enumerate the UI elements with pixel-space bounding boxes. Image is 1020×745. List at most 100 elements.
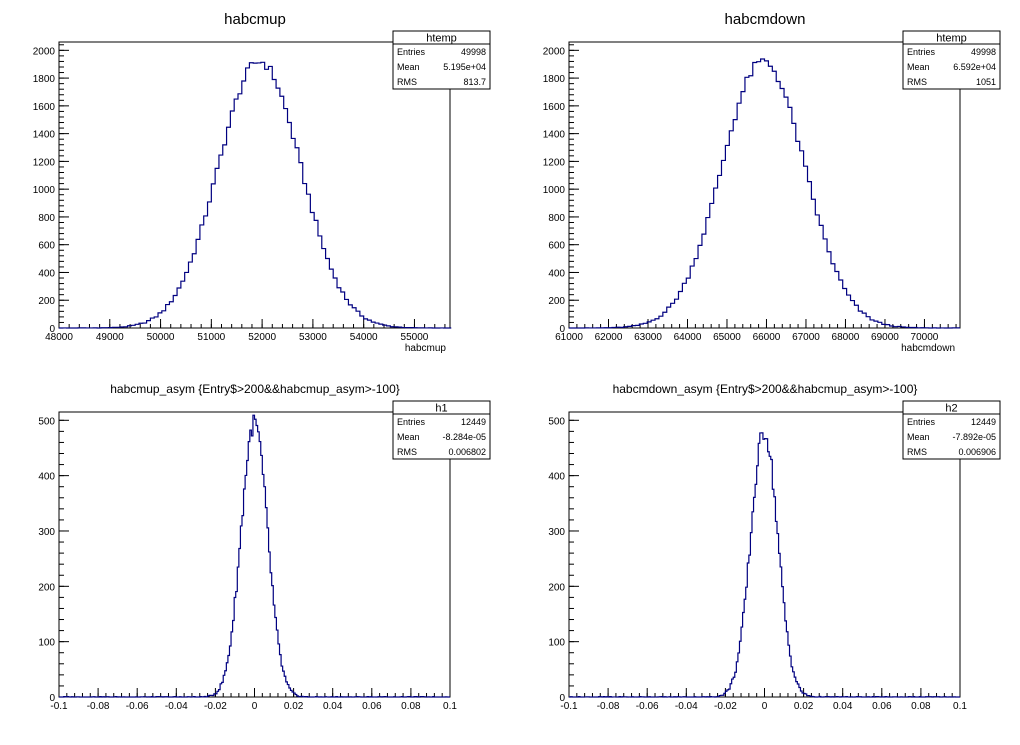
- stats-row-value: 12449: [971, 417, 996, 427]
- histogram-series: [569, 58, 960, 329]
- y-tick-label: 800: [38, 213, 55, 224]
- stats-row-label: Mean: [907, 62, 930, 72]
- y-tick-label: 100: [548, 638, 565, 649]
- x-axis-label: habcmdown: [901, 343, 955, 354]
- stats-row-label: RMS: [397, 77, 417, 87]
- x-tick-label: 0: [762, 701, 768, 712]
- stats-row-value: -7.892e-05: [952, 432, 996, 442]
- y-tick-label: 400: [38, 472, 55, 483]
- x-tick-label: -0.1: [50, 701, 68, 712]
- stats-row-value: 6.592e+04: [953, 62, 996, 72]
- stats-row-value: 0.006906: [958, 447, 996, 457]
- histogram-series: [59, 61, 452, 329]
- y-tick-label: 1400: [33, 130, 56, 141]
- chart-title: habcmup: [224, 11, 286, 28]
- plot-frame: [568, 41, 961, 329]
- x-tick-label: 62000: [595, 332, 623, 343]
- x-tick-label: 50000: [147, 332, 175, 343]
- y-tick-label: 500: [38, 416, 55, 427]
- stats-box-frame: [902, 30, 1001, 90]
- x-tick-label: 0.02: [794, 701, 814, 712]
- histogram-panel-4: habcmdown_asym {Entry$>200&&habcmup_asym…: [548, 382, 1001, 712]
- x-tick-label: 0.02: [284, 701, 304, 712]
- x-tick-label: 52000: [248, 332, 276, 343]
- stats-row-label: Entries: [397, 417, 426, 427]
- y-tick-label: 1800: [33, 74, 56, 85]
- y-tick-label: 2000: [33, 46, 56, 57]
- histogram-panel-2: habcmdown habcmdown 61000 62000 63000 64000 65…: [543, 11, 1001, 354]
- chart-title: habcmdown: [725, 11, 806, 28]
- x-tick-label: 0.08: [911, 701, 931, 712]
- x-tick-label: 0.08: [401, 701, 421, 712]
- y-tick-label: 1000: [543, 185, 566, 196]
- stats-row-value: 49998: [971, 47, 996, 57]
- stats-box-frame: [392, 30, 491, 90]
- stats-box-name: h1: [435, 403, 447, 415]
- stats-box-name: htemp: [426, 33, 457, 45]
- histogram-panel-1: habcmup habcmup 48000 49000 50000 51000 52000 5…: [33, 11, 491, 354]
- x-tick-label: 70000: [911, 332, 939, 343]
- x-tick-label: 68000: [832, 332, 860, 343]
- y-tick-label: 1600: [33, 102, 56, 113]
- histogram-series: [569, 432, 960, 698]
- stats-box-name: htemp: [936, 33, 967, 45]
- x-tick-label: 66000: [753, 332, 781, 343]
- stats-box-frame: [392, 400, 491, 460]
- stats-row-label: Entries: [907, 417, 936, 427]
- plot-frame: [58, 41, 451, 329]
- stats-box: h2 Entries 12449 Mean -7.892e-05 RMS 0.006906: [902, 400, 1001, 460]
- stats-row-label: RMS: [397, 447, 417, 457]
- stats-row-value: -8.284e-05: [442, 432, 486, 442]
- stats-row-label: Mean: [907, 432, 930, 442]
- histogram-series: [59, 414, 450, 698]
- x-tick-label: -0.04: [675, 701, 698, 712]
- stats-row-label: Entries: [397, 47, 426, 57]
- x-tick-label: 55000: [401, 332, 429, 343]
- y-tick-label: 1200: [33, 157, 56, 168]
- x-tick-label: 67000: [792, 332, 820, 343]
- x-tick-label: 51000: [197, 332, 225, 343]
- x-tick-label: 0.1: [443, 701, 457, 712]
- x-tick-label: 0: [252, 701, 258, 712]
- x-tick-label: -0.06: [126, 701, 149, 712]
- x-tick-label: 63000: [634, 332, 662, 343]
- x-tick-label: 0.04: [833, 701, 853, 712]
- stats-row-value: 49998: [461, 47, 486, 57]
- y-tick-label: 2000: [543, 46, 566, 57]
- y-tick-label: 1600: [543, 102, 566, 113]
- stats-box-name: h2: [945, 403, 957, 415]
- x-tick-label: 65000: [713, 332, 741, 343]
- y-tick-label: 0: [559, 324, 565, 335]
- x-tick-label: 0.04: [323, 701, 343, 712]
- y-tick-label: 200: [548, 582, 565, 593]
- y-tick-label: 200: [38, 582, 55, 593]
- x-axis-label: habcmup: [405, 343, 447, 354]
- y-tick-label: 400: [548, 268, 565, 279]
- stats-box-frame: [902, 400, 1001, 460]
- x-tick-label: 48000: [45, 332, 73, 343]
- y-tick-label: 1400: [543, 130, 566, 141]
- x-tick-label: 54000: [350, 332, 378, 343]
- stats-row-value: 1051: [976, 77, 996, 87]
- y-tick-label: 400: [548, 472, 565, 483]
- x-tick-label: -0.1: [560, 701, 578, 712]
- stats-row-value: 12449: [461, 417, 486, 427]
- x-tick-label: 53000: [299, 332, 327, 343]
- stats-row-label: Entries: [907, 47, 936, 57]
- stats-row-label: Mean: [397, 432, 420, 442]
- x-tick-label: -0.04: [165, 701, 188, 712]
- x-tick-label: -0.02: [714, 701, 737, 712]
- y-tick-label: 300: [38, 527, 55, 538]
- stats-row-label: RMS: [907, 77, 927, 87]
- y-tick-label: 200: [38, 296, 55, 307]
- y-tick-label: 800: [548, 213, 565, 224]
- y-tick-label: 400: [38, 268, 55, 279]
- x-tick-label: 61000: [555, 332, 583, 343]
- x-tick-label: -0.08: [597, 701, 620, 712]
- y-tick-label: 0: [559, 693, 565, 704]
- y-tick-label: 100: [38, 638, 55, 649]
- y-tick-label: 1800: [543, 74, 566, 85]
- x-tick-label: 69000: [871, 332, 899, 343]
